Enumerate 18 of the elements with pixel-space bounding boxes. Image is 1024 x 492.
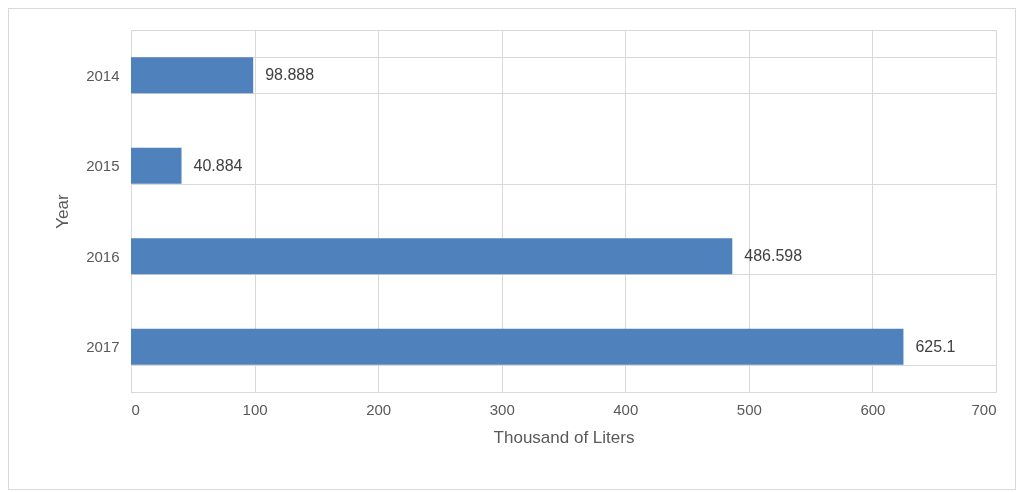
y-tick-label: 2016 <box>86 247 120 265</box>
data-label: 486.598 <box>744 247 803 265</box>
data-label: 40.884 <box>193 156 243 174</box>
data-label: 98.888 <box>265 66 315 84</box>
x-tick-label: 100 <box>242 400 268 418</box>
x-tick-label: 0 <box>131 400 140 418</box>
x-tick-label: 600 <box>860 400 886 418</box>
x-tick-label: 700 <box>971 400 997 418</box>
data-label: 625.1 <box>915 337 956 355</box>
y-tick-label: 2017 <box>86 338 120 356</box>
x-tick-label: 400 <box>613 400 639 418</box>
y-tick-label: 2014 <box>86 66 120 84</box>
y-tick-label: 2015 <box>86 157 120 175</box>
x-tick-label: 200 <box>366 400 392 418</box>
y-axis-title: Year <box>53 193 73 229</box>
x-axis-title: Thousand of Liters <box>493 427 635 447</box>
x-tick-label: 300 <box>489 400 515 418</box>
x-tick-label: 500 <box>736 400 762 418</box>
